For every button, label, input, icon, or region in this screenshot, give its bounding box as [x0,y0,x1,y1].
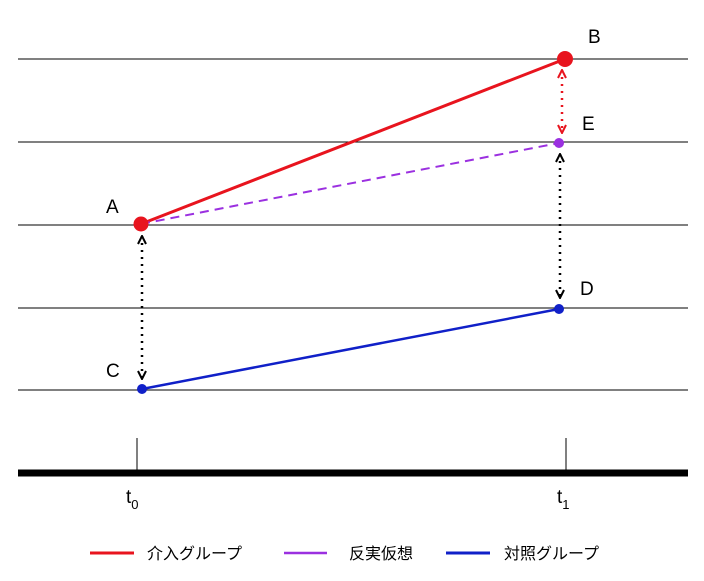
node-label: B [588,27,601,48]
time-base: t [126,487,132,508]
legend-text: 対照グループ [504,545,599,563]
node-label: D [580,279,594,300]
legend-text: 介入グループ [147,545,242,563]
legend-text: 反実仮想 [349,545,413,563]
point-d [554,304,564,314]
time-sub: 0 [131,497,138,512]
control-line [141,307,560,391]
guide-lines [18,58,688,391]
treatment-line [140,57,566,226]
time-label: t1 [557,487,570,512]
time-base: t [557,487,563,508]
point-c [137,384,147,394]
node-label: C [106,361,120,382]
node-label: E [582,114,595,135]
point-a [133,216,149,232]
point-b [557,51,573,67]
legend: 介入グループ 反実仮想 対照グループ [90,545,599,563]
counterfactual-line [140,142,560,225]
node-label: A [106,197,119,218]
point-e [554,138,564,148]
time-label: t0 [126,487,139,512]
time-sub: 1 [562,497,569,512]
